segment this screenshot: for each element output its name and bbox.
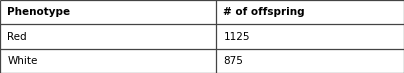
Text: Red: Red: [7, 32, 27, 41]
Text: 875: 875: [223, 56, 243, 66]
Text: # of offspring: # of offspring: [223, 7, 305, 17]
Text: 1125: 1125: [223, 32, 250, 41]
Text: Phenotype: Phenotype: [7, 7, 70, 17]
Text: White: White: [7, 56, 38, 66]
